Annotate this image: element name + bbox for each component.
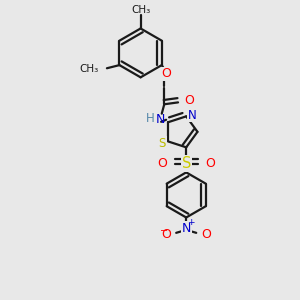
Text: O: O — [201, 228, 211, 241]
Text: O: O — [161, 228, 171, 241]
Text: O: O — [161, 68, 171, 80]
Text: CH₃: CH₃ — [79, 64, 98, 74]
Text: +: + — [187, 218, 194, 227]
Text: N: N — [155, 113, 165, 126]
Text: O: O — [206, 157, 215, 170]
Text: O: O — [184, 94, 194, 107]
Text: O: O — [157, 157, 167, 170]
Text: CH₃: CH₃ — [131, 5, 150, 15]
Text: N: N — [182, 222, 191, 235]
Text: N: N — [188, 109, 196, 122]
Text: −: − — [160, 226, 168, 236]
Text: S: S — [159, 137, 166, 150]
Text: H: H — [146, 112, 155, 125]
Text: S: S — [182, 156, 191, 171]
